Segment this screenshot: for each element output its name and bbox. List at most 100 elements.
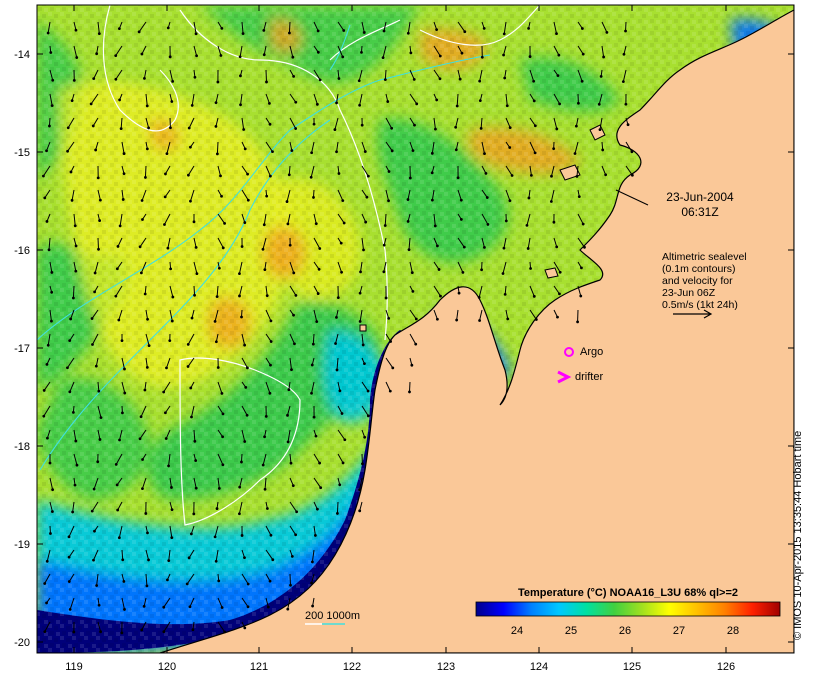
x-tick-label: 125 — [623, 661, 641, 673]
x-tick-label: 119 — [65, 661, 83, 673]
velocity-arrow — [164, 213, 171, 225]
islands — [359, 124, 606, 332]
velocity-arrow — [94, 261, 99, 274]
velocity-arrow — [361, 237, 365, 250]
velocity-arrow-head — [457, 291, 461, 295]
velocity-arrow-head — [366, 414, 370, 418]
velocity-arrow — [145, 309, 149, 320]
velocity-arrow — [215, 117, 219, 127]
velocity-arrow — [409, 333, 417, 345]
velocity-arrow-head — [454, 148, 458, 152]
velocity-arrow — [288, 165, 291, 175]
velocity-arrow-head — [292, 271, 296, 275]
velocity-arrow-head — [478, 319, 481, 322]
velocity-arrow-head — [162, 390, 166, 394]
velocity-arrow-head — [123, 608, 126, 611]
velocity-arrow-head — [288, 31, 291, 35]
velocity-arrow — [168, 549, 171, 561]
velocity-arrow-head — [170, 536, 174, 540]
velocity-arrow — [433, 237, 438, 247]
velocity-arrow — [311, 141, 315, 153]
velocity-arrow-head — [358, 291, 362, 295]
velocity-arrow-head — [165, 152, 169, 155]
velocity-arrow — [505, 117, 511, 128]
velocity-arrow — [433, 117, 436, 130]
velocity-arrow — [217, 453, 224, 465]
velocity-arrow — [457, 189, 462, 201]
velocity-arrow-head — [244, 385, 248, 389]
velocity-arrow-head — [162, 605, 166, 609]
velocity-arrow — [529, 69, 535, 82]
colorbar-tick: 25 — [565, 625, 577, 637]
velocity-arrow — [313, 525, 316, 536]
velocity-arrow — [118, 525, 123, 538]
velocity-arrow — [385, 189, 390, 201]
velocity-arrow-head — [583, 245, 586, 249]
velocity-arrow — [216, 285, 219, 297]
velocity-arrow-head — [94, 364, 98, 368]
velocity-arrow-head — [121, 198, 125, 201]
velocity-arrow-head — [271, 558, 275, 562]
x-tick-label: 126 — [717, 661, 735, 673]
velocity-arrow — [336, 93, 339, 103]
velocity-arrow — [529, 117, 536, 127]
velocity-arrow — [385, 381, 391, 392]
velocity-arrow — [115, 453, 123, 465]
velocity-arrow — [313, 477, 322, 488]
velocity-arrow-head — [246, 172, 249, 176]
velocity-arrow-head — [390, 126, 394, 130]
velocity-arrow-head — [286, 222, 290, 226]
velocity-arrow — [289, 117, 297, 129]
velocity-arrow — [265, 165, 271, 177]
velocity-arrow-head — [215, 152, 219, 156]
velocity-arrow — [119, 429, 123, 441]
velocity-arrow — [313, 453, 321, 464]
velocity-arrow-head — [74, 439, 78, 443]
velocity-arrow-head — [241, 32, 245, 35]
velocity-arrow-head — [189, 386, 193, 390]
velocity-arrow — [215, 549, 219, 562]
velocity-arrow — [68, 525, 75, 538]
velocity-arrow — [312, 333, 315, 345]
velocity-arrow — [93, 477, 99, 490]
velocity-arrow — [73, 213, 76, 226]
velocity-arrow — [241, 165, 248, 175]
velocity-arrow-head — [240, 245, 244, 248]
velocity-arrow — [385, 141, 393, 152]
velocity-arrow-head — [621, 80, 625, 84]
velocity-arrow — [529, 165, 532, 176]
velocity-arrow-head — [502, 53, 505, 57]
velocity-arrow-head — [72, 630, 76, 634]
velocity-arrow — [163, 621, 171, 632]
velocity-arrow — [97, 621, 102, 632]
velocity-arrow — [383, 21, 387, 32]
velocity-arrow — [310, 165, 315, 178]
velocity-arrow-head — [630, 150, 634, 154]
velocity-arrow-head — [439, 294, 442, 298]
velocity-arrow — [553, 237, 558, 248]
velocity-vectors — [42, 21, 634, 635]
plot-area — [37, 5, 794, 653]
velocity-arrow-head — [532, 79, 536, 83]
velocity-arrow-head — [480, 268, 484, 272]
velocity-arrow-head — [478, 99, 482, 102]
velocity-arrow — [527, 237, 531, 249]
velocity-arrow-head — [268, 174, 272, 178]
velocity-arrow-head — [243, 343, 247, 347]
velocity-arrow — [241, 117, 245, 130]
velocity-arrow-head — [601, 148, 605, 152]
velocity-arrow — [217, 213, 225, 224]
velocity-arrow-head — [163, 195, 167, 199]
velocity-arrow-head — [268, 101, 271, 105]
velocity-arrow-head — [193, 439, 197, 443]
velocity-arrow — [289, 141, 293, 151]
velocity-arrow — [408, 381, 411, 392]
velocity-arrow-head — [268, 122, 272, 126]
velocity-arrow-head — [406, 220, 410, 223]
velocity-arrow — [289, 261, 295, 274]
velocity-arrow-head — [290, 368, 293, 372]
velocity-arrow-head — [288, 243, 292, 247]
velocity-arrow-head — [190, 415, 193, 419]
velocity-arrow-head — [362, 248, 365, 252]
velocity-arrow — [287, 405, 291, 416]
